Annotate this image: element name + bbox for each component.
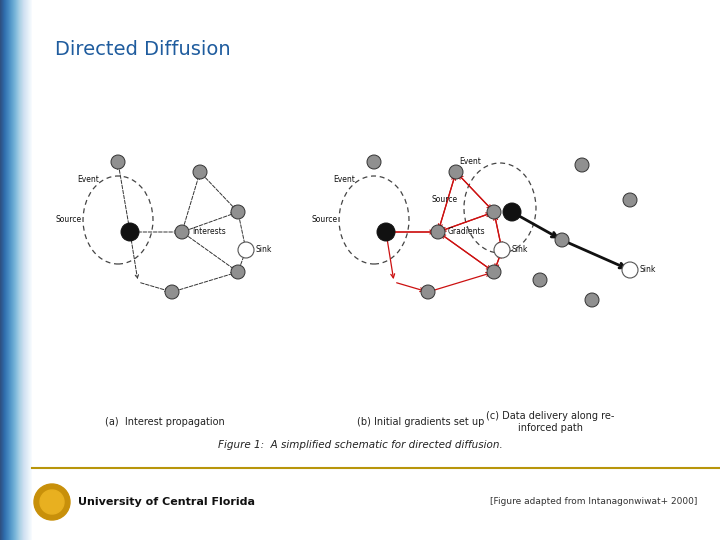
Text: Event: Event [459,158,481,166]
Text: Sink: Sink [640,266,657,274]
Circle shape [231,205,245,219]
Circle shape [555,233,569,247]
Circle shape [121,223,139,241]
Text: (b) Initial gradients set up: (b) Initial gradients set up [357,417,485,427]
Text: (c) Data delivery along re-
inforced path: (c) Data delivery along re- inforced pat… [486,411,614,433]
Text: Source: Source [56,215,82,225]
Text: Gradients: Gradients [448,227,485,237]
Circle shape [575,158,589,172]
Circle shape [494,242,510,258]
Circle shape [421,285,435,299]
Circle shape [487,205,501,219]
Circle shape [238,242,254,258]
Circle shape [111,155,125,169]
Circle shape [585,293,599,307]
Circle shape [165,285,179,299]
Circle shape [377,223,395,241]
Circle shape [231,265,245,279]
Circle shape [175,225,189,239]
Text: [Figure adapted from Intanagonwiwat+ 2000]: [Figure adapted from Intanagonwiwat+ 200… [490,497,698,507]
Text: Directed Diffusion: Directed Diffusion [55,40,230,59]
Circle shape [533,273,547,287]
Circle shape [449,165,463,179]
Text: Sink: Sink [256,246,272,254]
Circle shape [193,165,207,179]
Text: Event: Event [77,176,99,185]
Text: University of Central Florida: University of Central Florida [78,497,255,507]
Circle shape [487,265,501,279]
Circle shape [431,225,445,239]
Circle shape [40,490,64,514]
Text: Interests: Interests [192,227,226,237]
Circle shape [623,193,637,207]
Text: (a)  Interest propagation: (a) Interest propagation [105,417,225,427]
Circle shape [503,203,521,221]
Text: Figure 1:  A simplified schematic for directed diffusion.: Figure 1: A simplified schematic for dir… [217,440,503,450]
Text: Event: Event [333,176,355,185]
Circle shape [34,484,70,520]
Circle shape [367,155,381,169]
Text: Sink: Sink [512,246,528,254]
Text: Source: Source [432,195,458,205]
Circle shape [622,262,638,278]
Text: Source: Source [312,215,338,225]
